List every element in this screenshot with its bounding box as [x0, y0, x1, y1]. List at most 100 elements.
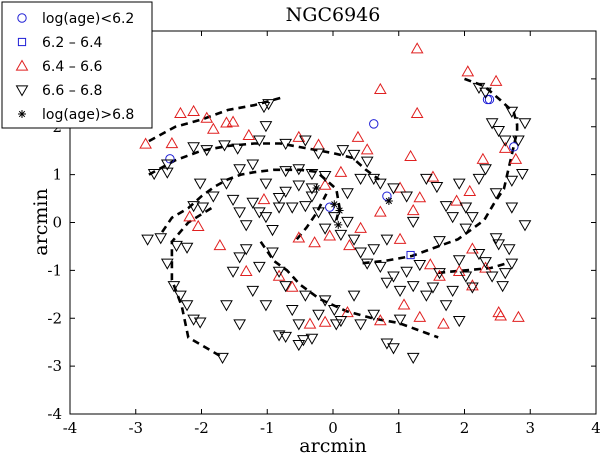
x-tick-label: 4 — [591, 419, 600, 437]
data-point-triangle-down — [492, 239, 506, 251]
data-point-triangle-down — [452, 316, 466, 328]
data-point-triangle-down — [347, 290, 361, 302]
data-point-triangle-up — [393, 232, 407, 244]
data-point-triangle-up — [413, 310, 427, 322]
data-point-triangle-down — [472, 173, 486, 185]
data-point-triangle-down — [334, 229, 348, 241]
data-point-star — [334, 220, 343, 229]
data-point-triangle-down — [187, 142, 200, 154]
y-tick-label: -1 — [47, 261, 62, 279]
data-point-triangle-up — [354, 221, 367, 233]
data-point-triangle-down — [512, 135, 525, 147]
x-tick-label: -1 — [260, 419, 275, 437]
x-axis-title: arcmin — [299, 435, 366, 457]
legend-box — [1, 1, 153, 129]
data-point-triangle-down — [141, 234, 154, 246]
data-point-circle — [369, 119, 379, 129]
data-point-triangle-down — [297, 335, 310, 347]
data-point-triangle-down — [380, 277, 394, 289]
data-point-triangle-up — [360, 143, 374, 155]
data-point-triangle-down — [312, 207, 325, 219]
data-point-triangle-down — [292, 180, 306, 192]
data-point-triangle-up — [292, 231, 306, 243]
data-point-triangle-down — [496, 281, 509, 293]
legend-marker-triangle-up — [15, 59, 29, 71]
plot-frame — [69, 30, 597, 415]
x-tick-label: 0 — [328, 419, 338, 437]
data-point-triangle-down — [246, 159, 260, 171]
data-point-triangle-down — [305, 169, 319, 181]
data-point-triangle-down — [433, 236, 446, 248]
data-point-triangle-down — [406, 216, 420, 229]
data-point-triangle-down — [312, 309, 325, 321]
data-point-triangle-down — [518, 118, 532, 130]
data-point-triangle-down — [498, 268, 512, 280]
data-point-triangle-up — [423, 258, 437, 270]
data-point-triangle-down — [518, 220, 532, 232]
spiral-arm-track — [362, 117, 519, 265]
data-point-triangle-down — [485, 271, 499, 283]
data-point-star — [384, 196, 393, 205]
data-point-triangle-up — [239, 264, 253, 276]
data-point-triangle-down — [299, 290, 312, 302]
data-point-triangle-down — [420, 173, 433, 185]
data-point-triangle-down — [347, 149, 361, 162]
x-tick-label: 1 — [394, 419, 404, 437]
data-point-triangle-down — [360, 258, 374, 270]
data-point-triangle-down — [380, 234, 394, 246]
data-point-triangle-down — [299, 135, 312, 147]
data-point-triangle-down — [336, 145, 350, 157]
data-point-triangle-down — [218, 140, 231, 152]
data-point-triangle-down — [367, 309, 381, 321]
data-point-triangle-up — [373, 205, 387, 217]
data-point-triangle-down — [446, 212, 460, 224]
x-tick-label: 2 — [460, 419, 470, 437]
data-point-triangle-up — [308, 236, 321, 248]
data-point-triangle-up — [466, 242, 479, 254]
data-point-triangle-up — [437, 317, 450, 329]
data-point-triangle-up — [461, 65, 475, 77]
scatter-points — [139, 42, 532, 365]
legend-label: log(age)>6.8 — [42, 107, 134, 123]
data-point-triangle-up — [187, 104, 200, 117]
data-point-triangle-up — [303, 317, 317, 329]
data-point-triangle-down — [252, 135, 266, 147]
data-point-triangle-down — [180, 242, 194, 254]
data-point-triangle-up — [206, 122, 220, 134]
data-point-triangle-down — [220, 300, 233, 312]
data-point-triangle-down — [505, 106, 519, 118]
data-point-square — [406, 250, 415, 260]
legend-marker-circle — [17, 13, 27, 23]
spiral-arm-track — [295, 193, 328, 241]
data-point-triangle-down — [193, 317, 207, 329]
data-point-triangle-up — [191, 219, 205, 231]
data-point-triangle-down — [406, 281, 420, 293]
data-point-triangle-down — [502, 244, 516, 256]
data-point-triangle-up — [292, 130, 306, 142]
data-point-triangle-down — [292, 339, 306, 352]
data-point-triangle-down — [160, 167, 174, 179]
data-point-triangle-down — [354, 247, 367, 259]
data-point-triangle-down — [439, 300, 453, 312]
data-point-triangle-down — [354, 319, 367, 331]
data-point-triangle-up — [494, 309, 508, 321]
y-tick-label: -3 — [47, 357, 62, 375]
data-point-triangle-down — [279, 281, 293, 293]
data-point-triangle-down — [200, 145, 214, 157]
data-point-triangle-up — [341, 305, 354, 318]
data-point-triangle-up — [433, 269, 446, 281]
data-point-triangle-down — [360, 156, 374, 168]
data-point-triangle-down — [354, 173, 367, 185]
data-point-triangle-down — [373, 261, 387, 274]
data-point-triangle-down — [246, 197, 260, 209]
data-point-triangle-up — [226, 115, 240, 127]
data-point-triangle-up — [334, 165, 348, 177]
data-point-triangle-down — [233, 164, 246, 176]
data-point-triangle-down — [193, 178, 207, 190]
chart-title: NGC6946 — [286, 4, 381, 26]
legend-marker-square — [17, 37, 27, 47]
data-point-triangle-down — [413, 260, 427, 272]
data-point-triangle-down — [216, 352, 229, 365]
